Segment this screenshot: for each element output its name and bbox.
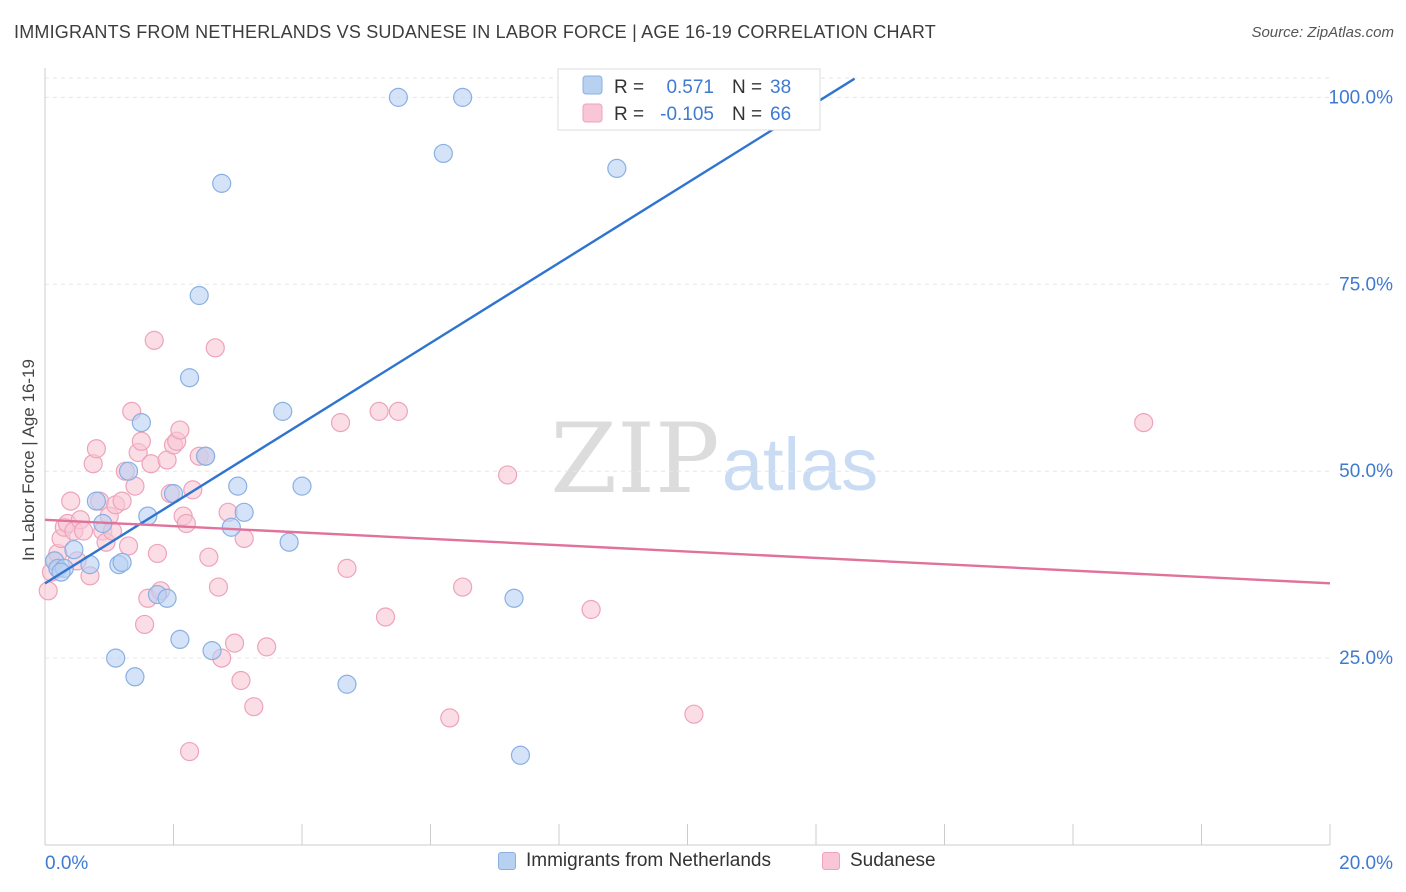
sudanese-point-54 bbox=[257, 637, 277, 657]
netherlands-point-29 bbox=[388, 87, 408, 107]
sudanese-point-7 bbox=[61, 491, 81, 511]
sudanese-point-58 bbox=[375, 607, 396, 627]
netherlands-point-3 bbox=[64, 540, 84, 560]
sudanese-point-27 bbox=[131, 431, 151, 451]
stats-n-value-pink: 66 bbox=[770, 104, 791, 125]
sudanese-point-32 bbox=[147, 543, 168, 564]
netherlands-point-33 bbox=[510, 745, 531, 765]
x-tick-labels: 0.0% 20.0% bbox=[45, 853, 1393, 874]
netherlands-point-14 bbox=[157, 588, 177, 608]
netherlands-point-16 bbox=[170, 629, 190, 650]
stats-r-value-pink: -0.105 bbox=[660, 104, 714, 125]
netherlands-point-5 bbox=[86, 491, 107, 511]
stats-r-value-blue: 0.571 bbox=[666, 77, 714, 98]
netherlands-point-18 bbox=[189, 285, 209, 306]
stats-swatch-pink bbox=[582, 103, 603, 123]
sudanese-point-61 bbox=[453, 577, 473, 597]
legend-item-netherlands: Immigrants from Netherlands bbox=[498, 850, 771, 872]
sudanese-trend-line bbox=[44, 518, 1331, 585]
netherlands-point-9 bbox=[118, 461, 139, 481]
stats-n-label-blue: N = bbox=[732, 77, 762, 98]
sudanese-point-42 bbox=[179, 741, 200, 762]
sudanese-point-31 bbox=[144, 330, 164, 350]
bottom-legend: Immigrants from Netherlands Sudanese bbox=[0, 850, 1406, 880]
stats-n-label-pink: N = bbox=[732, 104, 762, 125]
sudanese-point-64 bbox=[684, 704, 704, 724]
legend-label-sudanese: Sudanese bbox=[850, 850, 936, 871]
legend-label-netherlands: Immigrants from Netherlands bbox=[526, 850, 771, 871]
axes bbox=[44, 68, 1331, 846]
stats-r-label-pink: R = bbox=[614, 104, 644, 125]
netherlands-point-23 bbox=[228, 476, 248, 496]
stats-legend: R = 0.571 N = 38 R = -0.105 N = 66 bbox=[557, 68, 821, 131]
watermark-atlas: atlas bbox=[722, 423, 878, 506]
netherlands-point-31 bbox=[453, 87, 473, 107]
netherlands-point-17 bbox=[179, 368, 200, 388]
sudanese-point-46 bbox=[205, 338, 225, 358]
y-tick-label-1: 50.0% bbox=[1339, 461, 1393, 482]
sudanese-point-51 bbox=[231, 670, 251, 691]
stats-swatch-blue bbox=[582, 75, 603, 95]
sudanese-point-56 bbox=[337, 558, 357, 578]
legend-swatch-blue bbox=[498, 852, 516, 870]
netherlands-point-24 bbox=[234, 502, 254, 522]
netherlands-point-27 bbox=[292, 476, 312, 496]
netherlands-point-22 bbox=[221, 517, 241, 537]
watermark-zip: ZIP bbox=[550, 403, 719, 515]
sudanese-point-11 bbox=[73, 521, 94, 541]
sudanese-point-53 bbox=[244, 697, 264, 717]
sudanese-point-38 bbox=[170, 420, 190, 440]
netherlands-point-32 bbox=[504, 588, 524, 608]
trend-lines bbox=[44, 77, 1331, 585]
sudanese-point-23 bbox=[118, 536, 139, 556]
y-tick-label-0: 25.0% bbox=[1339, 648, 1393, 669]
sudanese-point-57 bbox=[369, 401, 389, 421]
netherlands-point-34 bbox=[607, 158, 627, 179]
sudanese-point-45 bbox=[199, 547, 219, 567]
sudanese-point-65 bbox=[1134, 412, 1154, 433]
netherlands-point-26 bbox=[279, 532, 299, 552]
sudanese-point-14 bbox=[86, 439, 107, 459]
sudanese-point-21 bbox=[112, 491, 132, 511]
sudanese-point-59 bbox=[388, 401, 408, 421]
netherlands-trend-line bbox=[44, 77, 856, 585]
grid-lines bbox=[45, 77, 1330, 659]
netherlands-point-19 bbox=[196, 446, 216, 466]
netherlands-point-20 bbox=[202, 641, 222, 661]
netherlands-point-37 bbox=[112, 552, 132, 573]
netherlands-point-30 bbox=[433, 143, 453, 164]
y-tick-labels: 25.0% 50.0% 75.0% 100.0% bbox=[1329, 87, 1394, 669]
x-tick-label-1: 20.0% bbox=[1339, 853, 1393, 874]
netherlands-point-7 bbox=[106, 648, 126, 668]
legend-swatch-pink bbox=[822, 852, 840, 870]
sudanese-point-0 bbox=[38, 581, 58, 601]
y-tick-label-3: 100.0% bbox=[1329, 87, 1394, 108]
legend-item-sudanese: Sudanese bbox=[822, 850, 936, 872]
netherlands-point-25 bbox=[273, 401, 293, 421]
chart-title: IMMIGRANTS FROM NETHERLANDS VS SUDANESE … bbox=[14, 22, 936, 42]
netherlands-point-21 bbox=[212, 173, 232, 193]
netherlands-point-28 bbox=[337, 674, 357, 694]
sudanese-point-30 bbox=[141, 454, 161, 474]
sudanese-point-63 bbox=[581, 599, 601, 620]
sudanese-point-55 bbox=[330, 412, 351, 433]
netherlands-point-10 bbox=[125, 667, 145, 687]
source-label: Source: ZipAtlas.com bbox=[1251, 24, 1394, 41]
sudanese-point-60 bbox=[440, 708, 460, 728]
stats-r-label-blue: R = bbox=[614, 77, 644, 98]
x-tick-label-0: 0.0% bbox=[45, 853, 88, 874]
sudanese-point-28 bbox=[134, 614, 155, 635]
y-axis-label: In Labor Force | Age 16-19 bbox=[19, 359, 38, 561]
sudanese-point-50 bbox=[224, 633, 245, 653]
netherlands-point-11 bbox=[131, 412, 151, 433]
stats-n-value-blue: 38 bbox=[770, 77, 791, 98]
sudanese-point-47 bbox=[208, 577, 229, 597]
sudanese-point-62 bbox=[498, 465, 518, 485]
netherlands-points bbox=[45, 87, 749, 765]
sudanese-points bbox=[38, 330, 1154, 762]
y-tick-label-2: 75.0% bbox=[1339, 274, 1393, 295]
sudanese-point-40 bbox=[176, 513, 196, 534]
